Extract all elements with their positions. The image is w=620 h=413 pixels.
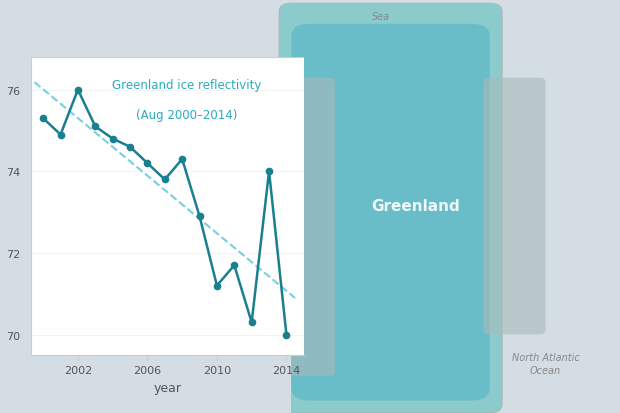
Text: Greenland ice reflectivity: Greenland ice reflectivity [112, 78, 261, 92]
Bar [31, 58, 304, 355]
Text: Greenland: Greenland [371, 199, 460, 214]
FancyBboxPatch shape [285, 78, 335, 376]
Bar [0, 227, 291, 413]
Text: (Aug 2000–2014): (Aug 2000–2014) [136, 108, 237, 121]
Bar [0, 0, 198, 227]
Text: Baffin
Bay: Baffin Bay [243, 133, 272, 156]
Text: Sea: Sea [372, 12, 391, 22]
Y-axis label: reflectivity (%): reflectivity (%) [0, 160, 1, 253]
FancyBboxPatch shape [279, 4, 502, 413]
X-axis label: year: year [153, 381, 182, 394]
FancyBboxPatch shape [291, 25, 490, 401]
FancyBboxPatch shape [484, 78, 546, 335]
Text: North Atlantic
Ocean: North Atlantic Ocean [512, 352, 580, 375]
